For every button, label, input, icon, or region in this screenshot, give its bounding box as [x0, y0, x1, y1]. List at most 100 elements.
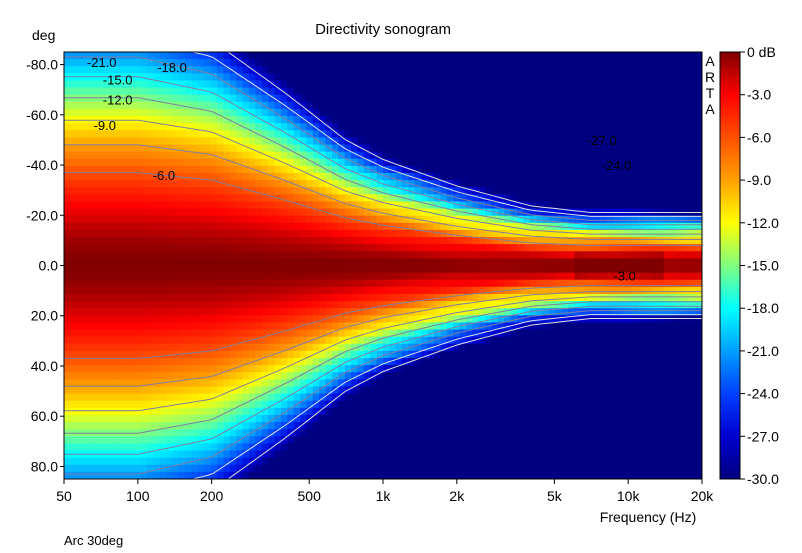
heatmap-cell [376, 265, 384, 274]
heatmap-cell [255, 450, 263, 459]
heatmap-cell [427, 379, 435, 388]
heatmap-cell [153, 343, 161, 352]
heatmap-cell [453, 229, 461, 238]
heatmap-cell [108, 66, 116, 74]
heatmap-cell [172, 393, 180, 402]
heatmap-cell [121, 244, 129, 252]
heatmap-cell [89, 80, 97, 89]
heatmap-cell [185, 350, 193, 359]
heatmap-cell [287, 372, 295, 380]
heatmap-cell [504, 372, 512, 380]
heatmap-cell [497, 279, 505, 288]
heatmap-cell [357, 258, 365, 267]
heatmap-cell [70, 365, 78, 373]
heatmap-cell [274, 343, 282, 352]
heatmap-cell [127, 308, 135, 316]
heatmap-cell [255, 244, 263, 252]
heatmap-cell [478, 272, 486, 281]
heatmap-cell [414, 251, 422, 259]
heatmap-cell [76, 329, 84, 338]
heatmap-cell [325, 450, 333, 459]
heatmap-cell [204, 429, 212, 437]
heatmap-cell [134, 151, 142, 160]
heatmap-cell [459, 286, 467, 295]
heatmap-cell [363, 229, 371, 238]
heatmap-cell [338, 151, 346, 160]
heatmap-cell [146, 52, 154, 60]
heatmap-cell [529, 144, 537, 153]
heatmap-cell [574, 393, 582, 402]
heatmap-cell [376, 108, 384, 117]
heatmap-cell [83, 308, 91, 316]
heatmap-cell [76, 229, 84, 238]
heatmap-cell [402, 443, 410, 452]
heatmap-cell [166, 422, 174, 430]
heatmap-cell [300, 59, 308, 67]
heatmap-cell [76, 80, 84, 89]
heatmap-cell [516, 229, 524, 238]
heatmap-cell [325, 258, 333, 267]
heatmap-cell [587, 130, 595, 138]
heatmap-cell [223, 457, 231, 466]
heatmap-cell [121, 180, 129, 188]
heatmap-cell [478, 52, 486, 60]
heatmap-cell [153, 137, 161, 146]
heatmap-cell [293, 215, 301, 224]
heatmap-cell [255, 293, 263, 302]
heatmap-cell [70, 130, 78, 138]
heatmap-cell [127, 229, 135, 238]
heatmap-cell [89, 301, 97, 309]
heatmap-cell [440, 180, 448, 188]
heatmap-cell [108, 258, 116, 267]
heatmap-cell [370, 244, 378, 252]
heatmap-cell [523, 208, 531, 217]
heatmap-cell [574, 165, 582, 174]
heatmap-cell [510, 350, 518, 359]
heatmap-cell [255, 308, 263, 316]
heatmap-cell [121, 372, 129, 380]
heatmap-cell [255, 215, 263, 224]
heatmap-cell [319, 400, 327, 409]
heatmap-cell [370, 322, 378, 331]
heatmap-cell [376, 422, 384, 430]
heatmap-cell [459, 73, 467, 82]
heatmap-cell [453, 365, 461, 373]
heatmap-cell [555, 52, 563, 60]
heatmap-cell [121, 137, 129, 146]
heatmap-cell [95, 393, 103, 402]
heatmap-cell [536, 336, 544, 345]
heatmap-cell [197, 158, 205, 167]
heatmap-cell [274, 379, 282, 388]
heatmap-cell [331, 151, 339, 160]
heatmap-cell [127, 52, 135, 60]
heatmap-cell [83, 464, 91, 473]
heatmap-cell [146, 180, 154, 188]
heatmap-cell [102, 237, 110, 245]
heatmap-cell [217, 329, 225, 338]
heatmap-cell [421, 237, 429, 245]
heatmap-cell [242, 457, 250, 466]
heatmap-cell [115, 87, 123, 96]
heatmap-cell [306, 244, 314, 252]
heatmap-cell [536, 80, 544, 89]
heatmap-cell [363, 151, 371, 160]
heatmap-cell [312, 293, 320, 302]
heatmap-cell [510, 244, 518, 252]
heatmap-cell [434, 301, 442, 309]
heatmap-cell [568, 429, 575, 437]
heatmap-cell [485, 229, 493, 238]
heatmap-cell [370, 308, 378, 316]
heatmap-cell [102, 215, 110, 224]
heatmap-cell [102, 80, 110, 89]
heatmap-cell [287, 301, 295, 309]
heatmap-cell [561, 457, 569, 466]
heatmap-cell [102, 244, 110, 252]
heatmap-cell [510, 429, 518, 437]
heatmap-cell [153, 144, 161, 153]
heatmap-cell [83, 101, 91, 110]
heatmap-cell [587, 59, 595, 67]
heatmap-cell [274, 272, 282, 281]
heatmap-cell [95, 343, 103, 352]
heatmap-cell [561, 414, 569, 423]
heatmap-cell [472, 208, 480, 217]
